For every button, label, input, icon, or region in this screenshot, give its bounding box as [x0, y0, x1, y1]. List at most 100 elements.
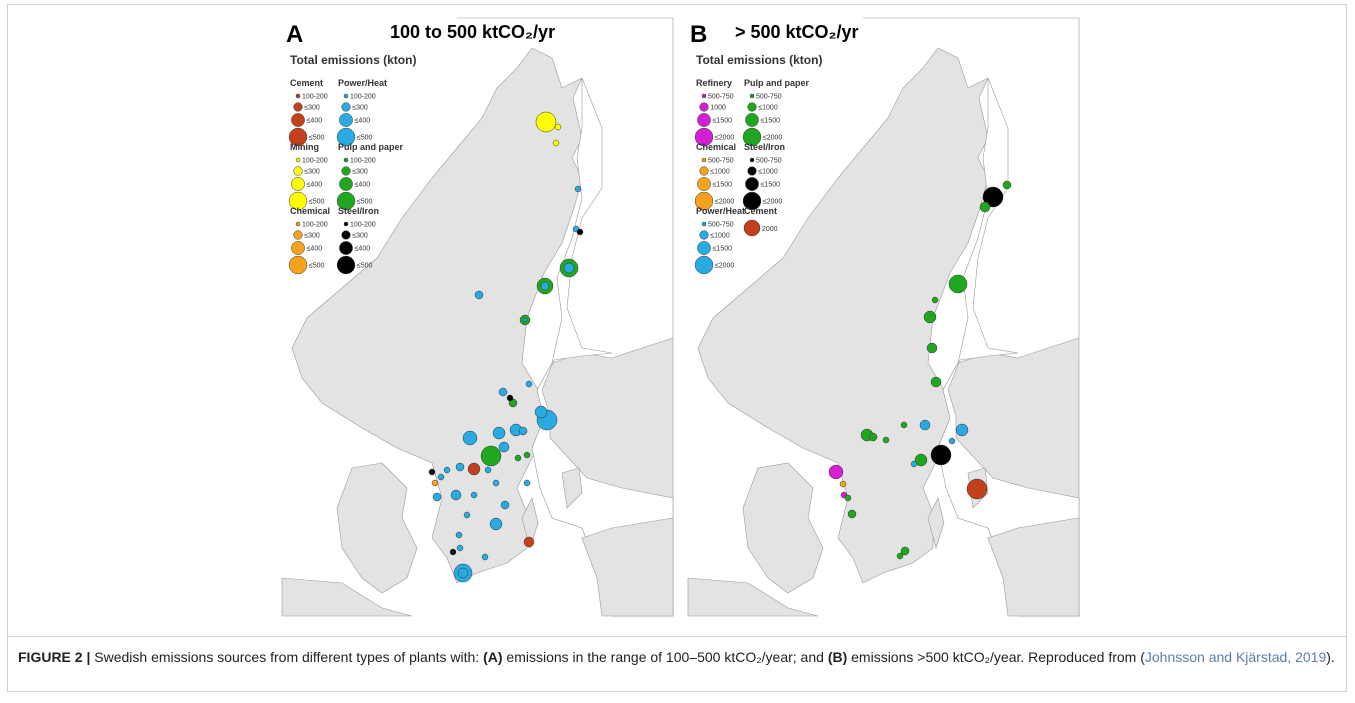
legend-marker: [291, 113, 305, 127]
legend-label: ≤400: [307, 246, 323, 253]
legend-group: Chemical: [290, 206, 330, 216]
legend-marker: [694, 127, 714, 147]
legend-group: Chemical: [696, 142, 736, 152]
legend-label: ≤1500: [713, 246, 733, 253]
plant-marker: [540, 281, 550, 291]
legend-marker: [697, 241, 711, 255]
legend-marker: [341, 230, 351, 240]
plant-marker: [896, 552, 904, 560]
legend-title: Total emissions (kton): [290, 53, 416, 67]
legend-label: ≤400: [355, 118, 371, 125]
legend-label: 500-750: [708, 158, 734, 165]
legend-marker: [288, 191, 308, 211]
plant-marker: [923, 310, 937, 324]
map: [687, 17, 1080, 617]
plant-marker: [554, 123, 562, 131]
plant-marker: [930, 444, 952, 466]
plant-marker: [457, 567, 469, 579]
legend-marker: [291, 177, 305, 191]
legend-label: 100-200: [302, 222, 328, 229]
legend-marker: [747, 102, 757, 112]
legend-marker: [295, 157, 301, 163]
legend-label: ≤1500: [761, 182, 781, 189]
citation[interactable]: Johnsson and Kjärstad, 2019: [1144, 649, 1327, 665]
plant-marker: [523, 536, 535, 548]
legend-marker: [697, 177, 711, 191]
plant-marker: [467, 462, 481, 476]
legend-label: ≤300: [352, 105, 368, 112]
legend-group: Refinery: [696, 78, 732, 88]
plant-marker: [525, 380, 533, 388]
legend-label: 1000: [710, 105, 726, 112]
legend-marker: [343, 157, 349, 163]
plant-marker: [828, 464, 844, 480]
plant-marker: [982, 186, 1004, 208]
legend-marker: [339, 113, 353, 127]
legend-label: ≤400: [307, 118, 323, 125]
legend-marker: [742, 127, 762, 147]
legend-label: ≤1000: [710, 169, 730, 176]
plant-marker: [428, 468, 436, 476]
legend-label: ≤2000: [763, 199, 783, 206]
legend-label: ≤500: [357, 135, 373, 142]
legend-marker: [291, 241, 305, 255]
legend-group: Power/Heat: [338, 78, 387, 88]
legend-title: Total emissions (kton): [696, 53, 822, 67]
plant-marker: [449, 548, 457, 556]
plant-marker: [563, 262, 575, 274]
legend-marker: [694, 191, 714, 211]
legend-marker: [288, 127, 308, 147]
legend-label: ≤2000: [715, 263, 735, 270]
legend-label: ≤300: [304, 169, 320, 176]
plant-marker: [847, 509, 857, 519]
plant-marker: [506, 394, 514, 402]
plant-marker: [522, 317, 528, 323]
legend-marker: [343, 221, 349, 227]
plant-marker: [979, 201, 991, 213]
plant-marker: [481, 553, 489, 561]
legend-marker: [699, 102, 709, 112]
plant-marker: [914, 453, 928, 467]
plant-marker: [1002, 180, 1012, 190]
legend-group: Steel/Iron: [744, 142, 785, 152]
legend-marker: [293, 102, 303, 112]
legend-marker: [749, 157, 755, 163]
plant-marker: [474, 290, 484, 300]
plant-marker: [955, 423, 969, 437]
legend-label: 100-200: [350, 94, 376, 101]
figure-panels: A 100 to 500 ktCO₂/yr Total emissions (k…: [281, 17, 1080, 617]
legend-label: ≤500: [357, 199, 373, 206]
plant-marker: [948, 437, 956, 445]
legend-label: 100-200: [302, 158, 328, 165]
legend-label: ≤2000: [715, 135, 735, 142]
panel-letter: A: [286, 21, 303, 48]
legend-label: 500-750: [756, 94, 782, 101]
plant-marker: [900, 546, 910, 556]
panel-a: A 100 to 500 ktCO₂/yr Total emissions (k…: [281, 17, 674, 617]
legend-group: Power/Heat: [696, 206, 745, 216]
legend-marker: [293, 230, 303, 240]
legend-label: ≤2000: [763, 135, 783, 142]
plant-marker: [574, 185, 582, 193]
legend-label: ≤400: [307, 182, 323, 189]
legend-label: 500-750: [756, 158, 782, 165]
plant-marker: [450, 489, 462, 501]
legend-marker: [341, 166, 351, 176]
legend-marker: [745, 177, 759, 191]
legend-label: 500-750: [708, 94, 734, 101]
plant-marker: [470, 491, 478, 499]
legend-label: ≤300: [352, 169, 368, 176]
legend-marker: [701, 221, 707, 227]
plant-marker: [910, 460, 918, 468]
legend-label: 500-750: [708, 222, 734, 229]
map: [281, 17, 674, 617]
plant-marker: [523, 479, 531, 487]
plant-marker: [431, 479, 439, 487]
caption-text: Swedish emissions sources from different…: [90, 649, 484, 665]
legend-marker: [701, 157, 707, 163]
panel-title: 100 to 500 ktCO₂/yr: [390, 22, 555, 42]
legend-label: ≤1500: [713, 118, 733, 125]
plant-marker: [498, 387, 508, 397]
plant-marker: [484, 466, 492, 474]
